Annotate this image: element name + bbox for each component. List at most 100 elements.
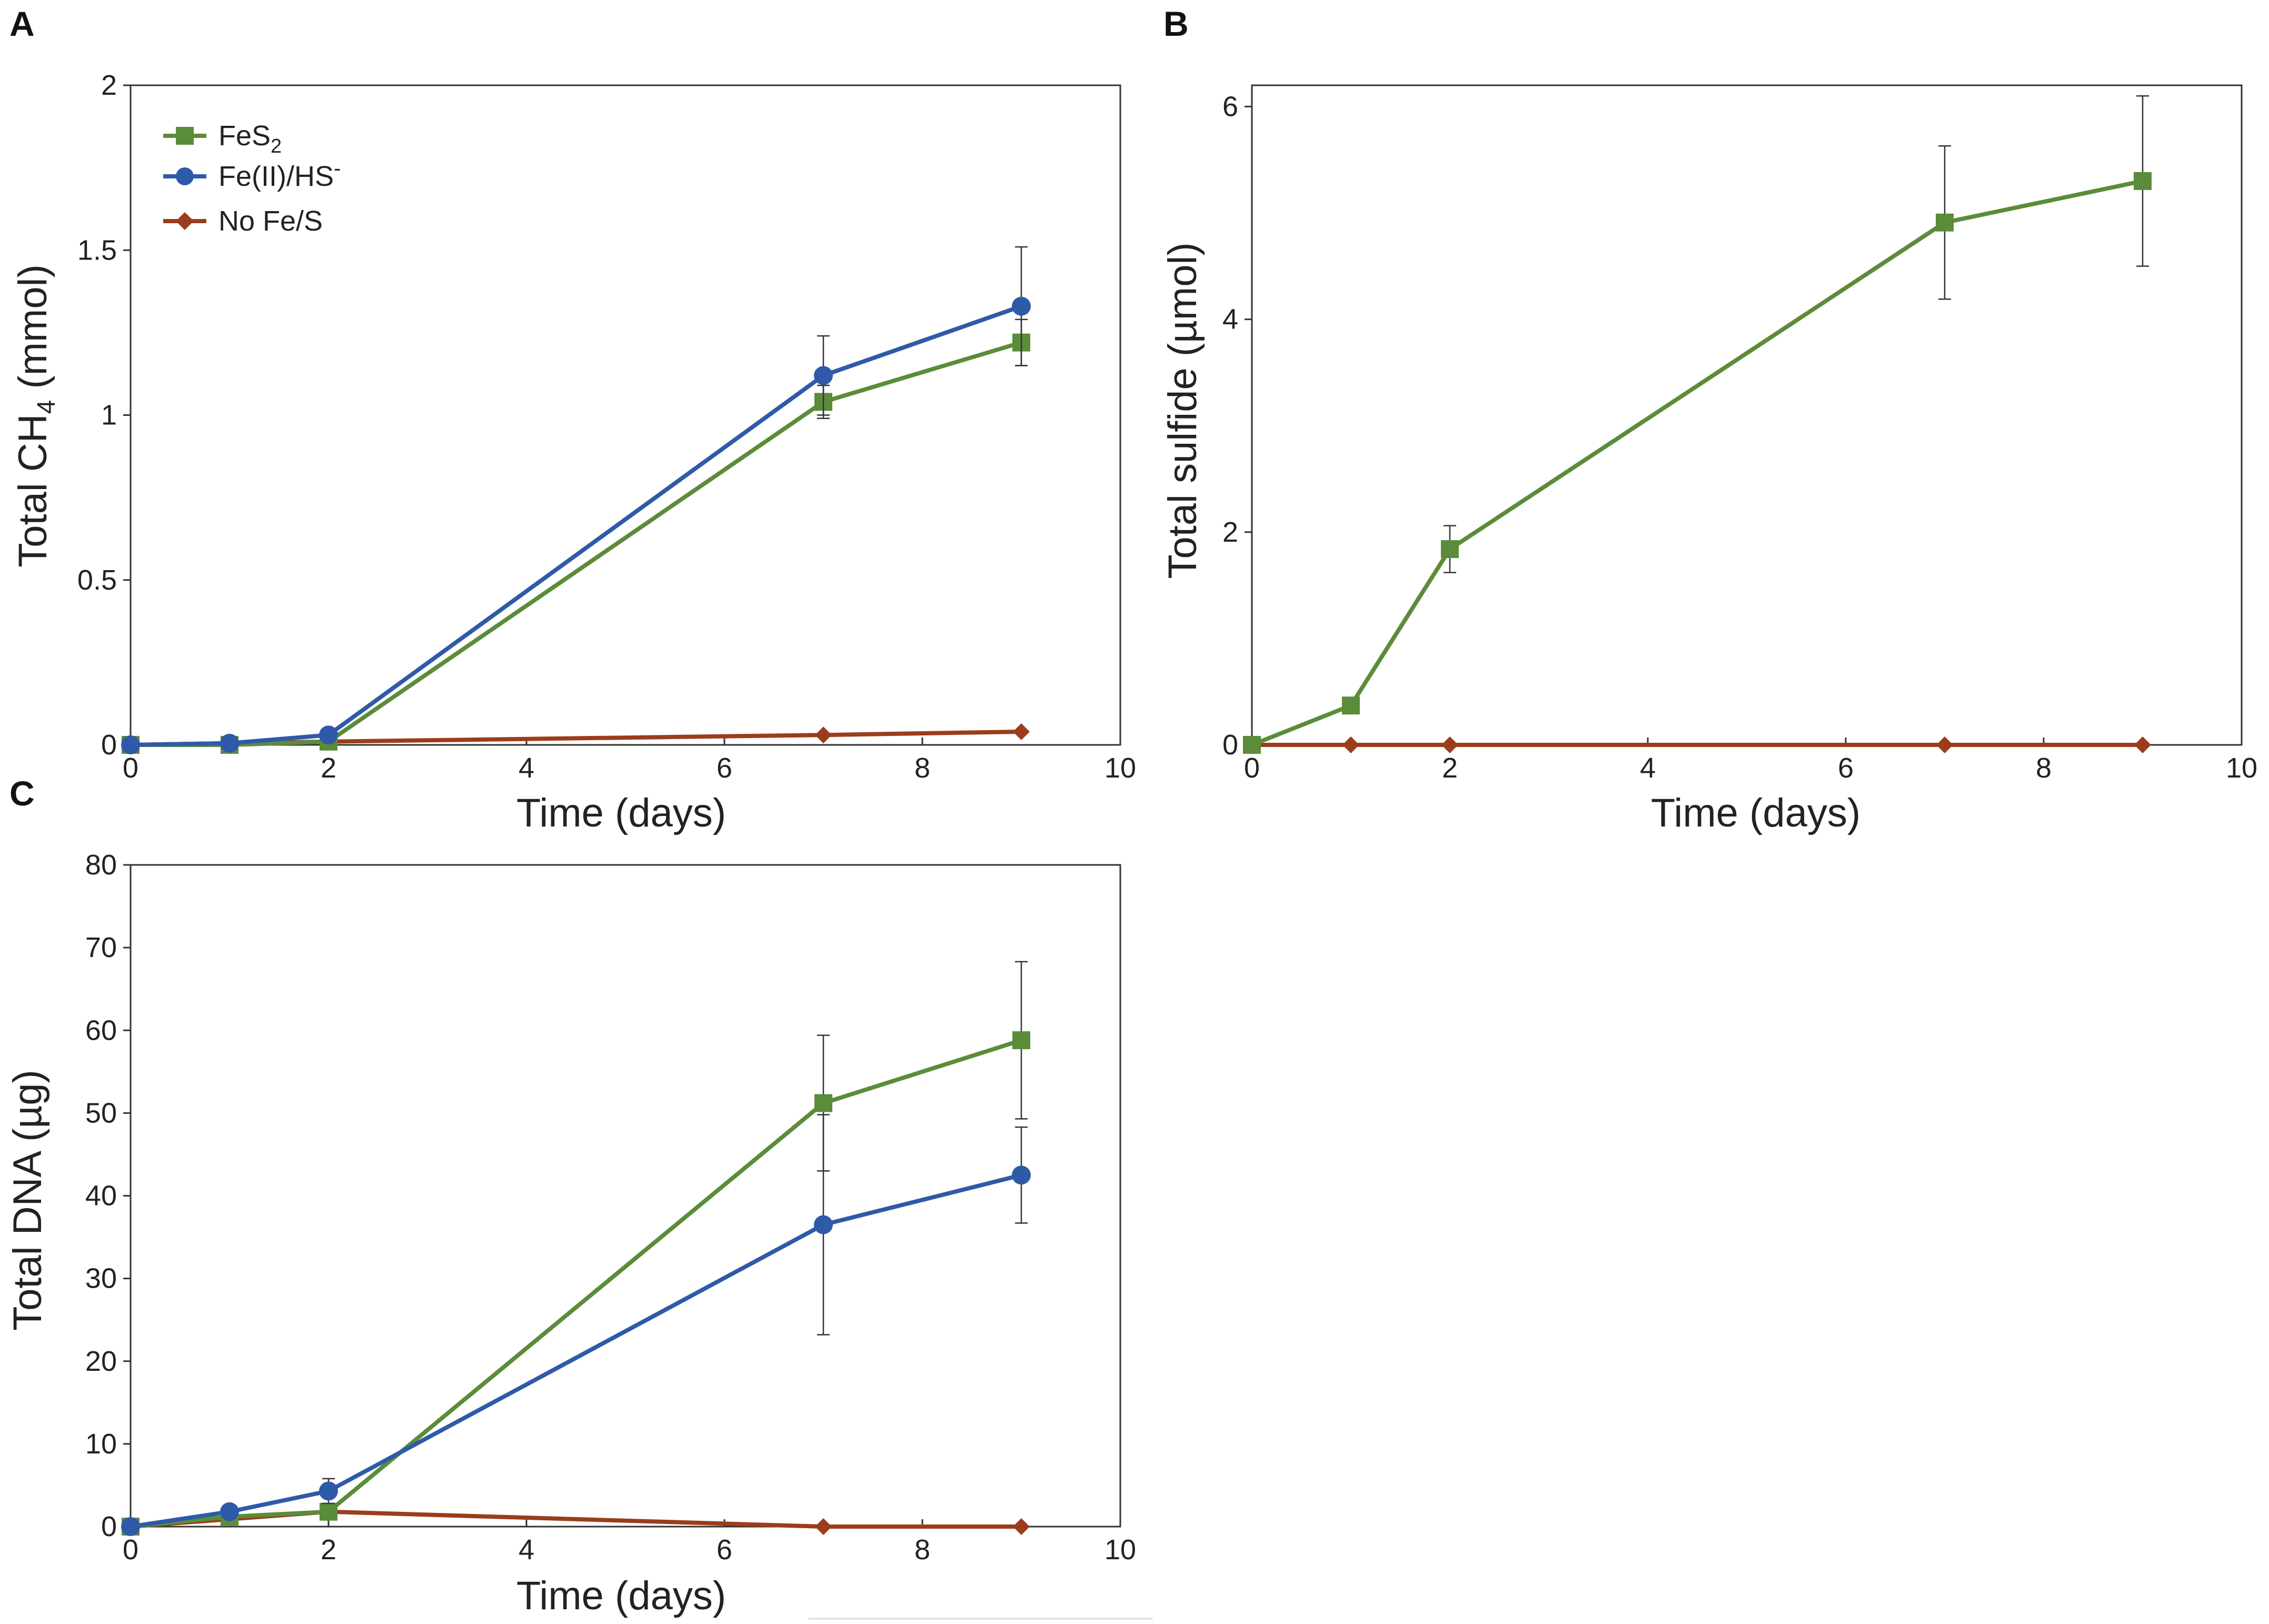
y-axis-title-c: Total DNA (µg)	[5, 1070, 50, 1331]
y-tick-label-b: 4	[1222, 304, 1238, 335]
plot-area-a	[121, 246, 1031, 754]
data-point-feii-hs-a	[814, 366, 833, 385]
y-tick-label-c: 70	[85, 932, 117, 963]
y-tick-label-a: 1	[101, 400, 117, 431]
y-tick-label-b: 6	[1222, 91, 1238, 122]
legend-label-fes2-main: FeS	[218, 120, 271, 152]
plot-area-c	[121, 961, 1031, 1536]
data-point-fes2-b	[1936, 213, 1954, 232]
x-tick-label-c: 4	[519, 1534, 534, 1566]
y-tick-label-a: 0	[101, 729, 117, 761]
data-point-feii-hs-c	[814, 1215, 833, 1234]
x-tick-label-a: 8	[914, 752, 930, 784]
series-line-feii-hs-c	[130, 1173, 1022, 1529]
series-feii-hs-a	[121, 246, 1031, 754]
y-axis-title-a-post: (mmol)	[11, 264, 55, 400]
x-tick-label-c: 10	[1104, 1534, 1136, 1566]
data-point-feii-hs-a	[220, 733, 239, 753]
x-tick-label-c: 6	[716, 1534, 732, 1566]
x-tick-label-c: 0	[123, 1534, 138, 1566]
legend: FeS2 Fe(II)/HS- No Fe/S	[163, 120, 341, 237]
data-point-no-fes-c	[815, 1518, 832, 1535]
x-axis-title-a: Time (days)	[516, 791, 726, 835]
data-point-fes2-b	[1441, 540, 1459, 559]
plot-frame-b	[1251, 84, 2243, 746]
data-point-fes2-c	[320, 1502, 337, 1521]
x-axis-title-c: Time (days)	[516, 1573, 726, 1618]
x-tick-label-c: 2	[321, 1534, 336, 1566]
y-tick-label-a: 2	[101, 69, 117, 101]
x-tick-label-b: 0	[1244, 752, 1260, 784]
y-tick-label-c: 10	[85, 1428, 117, 1460]
data-point-feii-hs-a	[1012, 296, 1031, 316]
y-tick-label-c: 20	[85, 1346, 117, 1377]
legend-label-fes2: FeS2	[218, 120, 282, 157]
x-ticks-c: 0 2 4 6 8 10	[123, 1519, 1136, 1566]
data-point-fes2-c	[814, 1094, 832, 1112]
legend-marker-no-fes	[176, 212, 194, 230]
data-point-feii-hs-c	[319, 1481, 338, 1501]
series-fes2-a	[122, 318, 1030, 754]
legend-item-no-fes: No Fe/S	[163, 205, 323, 237]
legend-item-fes2: FeS2	[163, 120, 282, 157]
y-tick-label-c: 40	[85, 1180, 117, 1212]
series-fes2-b	[1243, 95, 2152, 754]
series-no-fes-a	[122, 723, 1030, 753]
data-point-feii-hs-c	[220, 1502, 239, 1521]
data-point-fes2-b	[2134, 172, 2152, 190]
x-axis-title-b: Time (days)	[1651, 791, 1860, 835]
panel-b: B 0 2 4 6 8 10 0 2 4 6 Time (days) Total sulfide…	[1160, 4, 2257, 835]
data-point-fes2-b	[1243, 736, 1261, 754]
data-point-no-fes-c	[1013, 1518, 1030, 1535]
data-point-feii-hs-a	[319, 725, 338, 745]
legend-label-feii-hs-main: Fe(II)/HS	[218, 161, 334, 192]
y-axis-title-a: Total CH4 (mmol)	[11, 264, 61, 567]
series-feii-hs-c	[121, 1114, 1031, 1536]
panel-letter-c: C	[9, 774, 35, 813]
legend-marker-feii-hs	[176, 167, 194, 185]
y-tick-label-b: 0	[1222, 729, 1238, 761]
x-ticks-b: 0 2 4 6 8 10	[1244, 738, 2257, 784]
legend-label-feii-hs: Fe(II)/HS-	[218, 157, 341, 192]
series-line-feii-hs-a	[130, 304, 1022, 747]
panel-letter-a: A	[9, 4, 35, 43]
series-no-fes-b	[1243, 736, 2151, 753]
y-tick-label-c: 30	[85, 1263, 117, 1294]
data-point-no-fes-b	[1342, 736, 1359, 753]
y-axis-title-b: Total sulfide (µmol)	[1160, 242, 1205, 579]
series-line-fes2-c	[130, 1038, 1022, 1529]
y-tick-label-b: 2	[1222, 516, 1238, 548]
y-axis-title-a-main: Total CH	[11, 414, 55, 567]
series-line-fes2-b	[1251, 178, 2143, 747]
y-axis-title-a-sub: 4	[33, 400, 61, 414]
data-point-no-fes-b	[2134, 736, 2151, 753]
data-point-no-fes-b	[1936, 736, 1953, 753]
series-fes2-c	[122, 961, 1030, 1536]
data-point-feii-hs-a	[121, 735, 140, 754]
y-tick-label-c: 60	[85, 1014, 117, 1046]
data-point-no-fes-b	[1441, 736, 1458, 753]
data-point-fes2-b	[1342, 696, 1360, 715]
x-tick-label-a: 0	[123, 752, 138, 784]
x-tick-label-b: 8	[2036, 752, 2052, 784]
x-tick-label-a: 10	[1104, 752, 1136, 784]
series-no-fes-c	[122, 1503, 1030, 1535]
legend-label-fes2-sub: 2	[271, 135, 282, 157]
x-tick-label-a: 4	[519, 752, 534, 784]
plot-area-b	[1243, 95, 2152, 754]
legend-item-feii-hs: Fe(II)/HS-	[163, 157, 341, 192]
y-tick-label-c: 80	[85, 849, 117, 881]
plot-frame-c	[130, 864, 1121, 1528]
legend-label-no-fes: No Fe/S	[218, 205, 323, 237]
data-point-no-fes-a	[815, 726, 832, 744]
legend-marker-fes2	[176, 127, 194, 145]
x-tick-label-a: 2	[321, 752, 336, 784]
data-point-fes2-c	[1012, 1031, 1030, 1050]
x-tick-label-b: 6	[1838, 752, 1854, 784]
x-tick-label-c: 8	[914, 1534, 930, 1566]
data-point-feii-hs-c	[1012, 1165, 1031, 1185]
x-tick-label-b: 4	[1640, 752, 1656, 784]
y-ticks-b: 0 2 4 6	[1222, 91, 1252, 761]
